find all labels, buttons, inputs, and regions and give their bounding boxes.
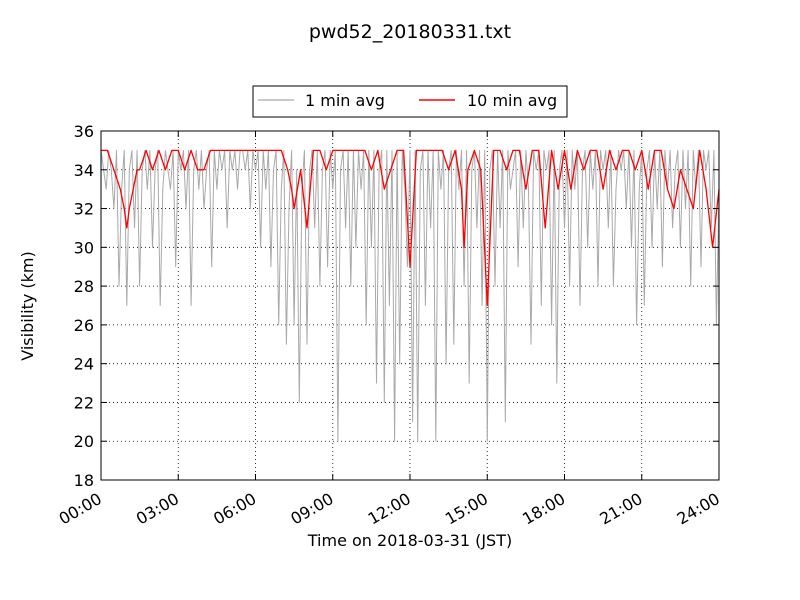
y-tick-label: 28 (74, 277, 94, 296)
y-tick-label: 20 (74, 432, 94, 451)
series-line-10min-avg (101, 149, 720, 307)
y-tick-label: 34 (74, 161, 94, 180)
y-tick-label: 32 (74, 200, 94, 219)
x-tick-label: 09:00 (287, 489, 336, 529)
x-tick-label: 03:00 (133, 489, 182, 529)
x-axis-title: Time on 2018-03-31 (JST) (307, 531, 512, 550)
legend: 1 min avg 10 min avg (252, 85, 568, 118)
x-tick-label: 24:00 (674, 489, 723, 529)
y-tick-label: 26 (74, 316, 94, 335)
x-tick-label: 06:00 (210, 489, 259, 529)
y-tick-label: 18 (74, 471, 94, 490)
x-tick-label: 18:00 (519, 489, 568, 529)
y-axis-title: Visibility (km) (18, 251, 37, 360)
legend-label-10min: 10 min avg (467, 91, 557, 110)
legend-label-1min: 1 min avg (305, 91, 385, 110)
y-tick-label: 36 (74, 122, 94, 141)
x-tick-label: 21:00 (596, 489, 645, 529)
x-tick-label: 00:00 (56, 489, 105, 529)
y-tick-label: 24 (74, 355, 94, 374)
y-tick-label: 22 (74, 393, 94, 412)
series-line-1min-avg (100, 149, 720, 442)
y-tick-label: 30 (74, 238, 94, 257)
legend-frame (252, 85, 568, 118)
x-tick-label: 12:00 (365, 489, 414, 529)
chart-title: pwd52_20180331.txt (309, 21, 511, 43)
plot-series (100, 149, 720, 442)
x-tick-label: 15:00 (442, 489, 491, 529)
